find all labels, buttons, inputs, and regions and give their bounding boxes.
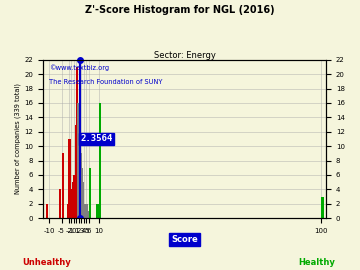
Text: Z'-Score Histogram for NGL (2016): Z'-Score Histogram for NGL (2016): [85, 5, 275, 15]
Bar: [70, 204, 72, 218]
Text: 2.3564: 2.3564: [81, 134, 113, 143]
Bar: [321, 197, 324, 218]
Bar: [82, 182, 84, 218]
X-axis label: Score: Score: [171, 235, 198, 244]
Text: ©www.textbiz.org: ©www.textbiz.org: [49, 65, 109, 71]
Bar: [46, 204, 48, 218]
Bar: [96, 204, 99, 218]
Bar: [72, 182, 75, 218]
Bar: [85, 204, 87, 218]
Bar: [62, 153, 64, 218]
Bar: [77, 103, 79, 218]
Bar: [73, 175, 76, 218]
Bar: [87, 211, 89, 218]
Bar: [67, 204, 69, 218]
Title: Sector: Energy: Sector: Energy: [154, 51, 216, 60]
Text: The Research Foundation of SUNY: The Research Foundation of SUNY: [49, 79, 162, 85]
Bar: [68, 139, 71, 218]
Bar: [78, 132, 81, 218]
Bar: [59, 189, 62, 218]
Text: Healthy: Healthy: [298, 258, 335, 267]
Bar: [80, 153, 82, 218]
Bar: [89, 168, 91, 218]
Bar: [76, 67, 78, 218]
Bar: [99, 103, 101, 218]
Bar: [83, 204, 86, 218]
Bar: [81, 168, 83, 218]
Y-axis label: Number of companies (339 total): Number of companies (339 total): [15, 83, 22, 194]
Bar: [71, 189, 73, 218]
Bar: [75, 124, 77, 218]
Bar: [86, 204, 88, 218]
Text: Unhealthy: Unhealthy: [22, 258, 71, 267]
